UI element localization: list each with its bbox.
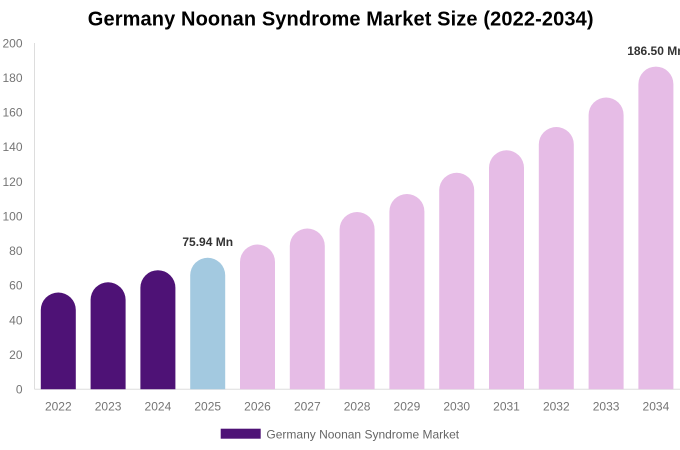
- svg-text:40: 40: [9, 313, 23, 327]
- svg-text:Germany Noonan Syndrome Market: Germany Noonan Syndrome Market: [266, 427, 459, 441]
- svg-text:186.50 Mn: 186.50 Mn: [627, 44, 680, 58]
- svg-text:140: 140: [2, 140, 22, 154]
- svg-text:2026: 2026: [244, 399, 271, 413]
- svg-text:60: 60: [9, 279, 23, 293]
- svg-text:160: 160: [2, 106, 22, 120]
- svg-text:2028: 2028: [344, 399, 371, 413]
- svg-text:2032: 2032: [543, 399, 570, 413]
- svg-text:180: 180: [2, 71, 22, 85]
- svg-text:2029: 2029: [394, 399, 421, 413]
- svg-text:2034: 2034: [643, 399, 670, 413]
- svg-text:2022: 2022: [45, 399, 72, 413]
- svg-text:200: 200: [2, 36, 22, 50]
- svg-text:2027: 2027: [294, 399, 321, 413]
- svg-text:2024: 2024: [145, 399, 172, 413]
- svg-text:75.94 Mn: 75.94 Mn: [182, 235, 233, 249]
- svg-text:100: 100: [2, 210, 22, 224]
- svg-text:2030: 2030: [443, 399, 470, 413]
- svg-text:Germany Noonan Syndrome Market: Germany Noonan Syndrome Market Size (202…: [88, 9, 594, 31]
- svg-text:2033: 2033: [593, 399, 620, 413]
- svg-text:2025: 2025: [194, 399, 221, 413]
- svg-text:120: 120: [2, 175, 22, 189]
- svg-text:20: 20: [9, 348, 23, 362]
- svg-text:2031: 2031: [493, 399, 520, 413]
- svg-text:2023: 2023: [95, 399, 122, 413]
- svg-text:80: 80: [9, 244, 23, 258]
- svg-text:0: 0: [16, 383, 23, 397]
